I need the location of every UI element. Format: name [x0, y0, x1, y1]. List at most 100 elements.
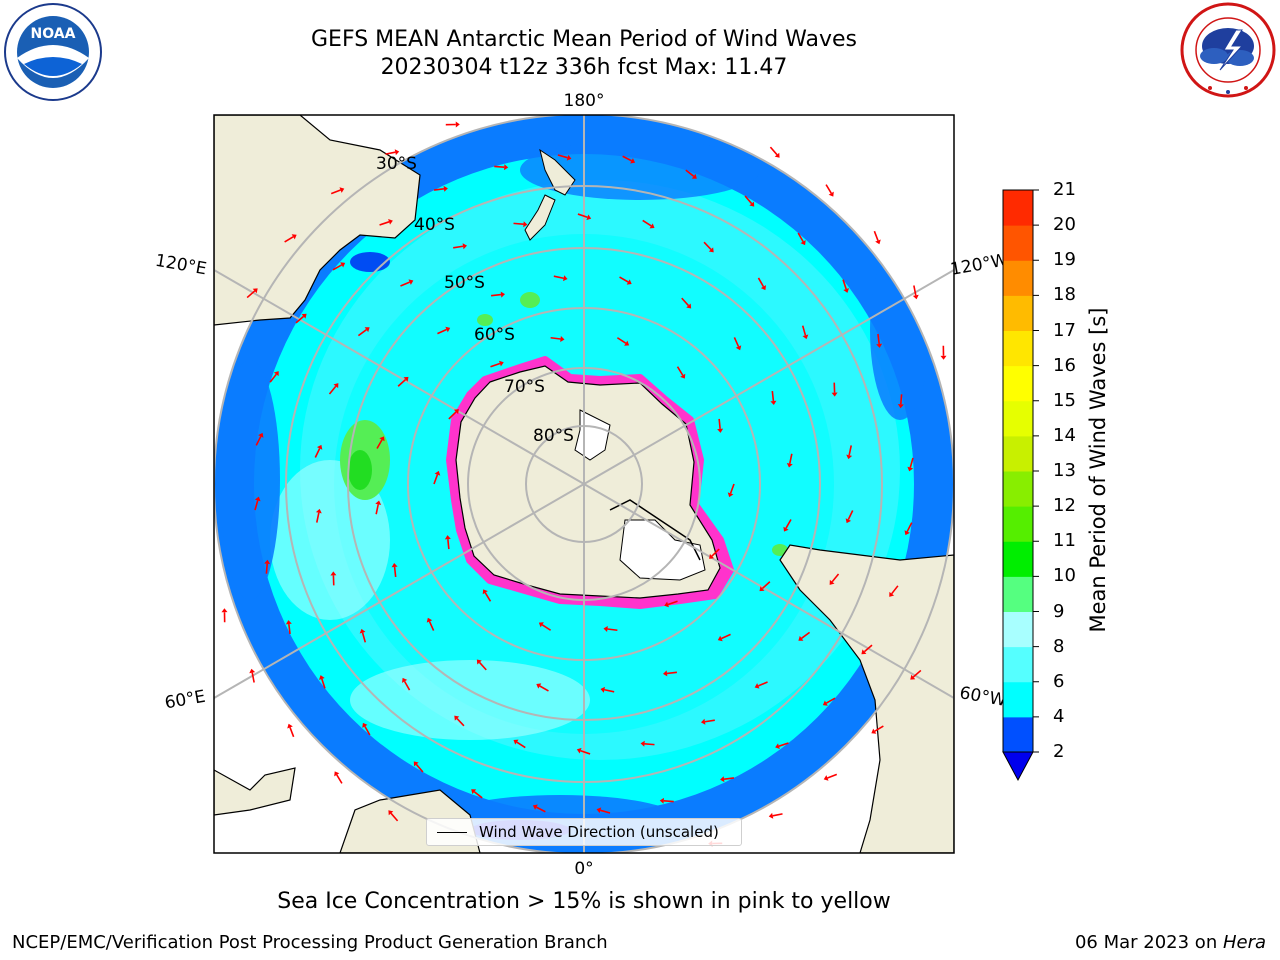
- wave-direction-arrow: [379, 221, 390, 226]
- colorbar-tick-label: 8: [1053, 635, 1065, 657]
- wave-direction-arrow: [607, 628, 618, 632]
- antarctica: [446, 356, 734, 609]
- wave-direction-arrow: [336, 774, 343, 784]
- wave-direction-arrowhead: [403, 376, 409, 382]
- wave-direction-arrow: [877, 333, 880, 345]
- wave-direction-arrowhead: [823, 775, 829, 781]
- wave-direction-arrow: [831, 573, 840, 583]
- colorbar-under-extension: [1002, 751, 1034, 782]
- wave-direction-arrowhead: [861, 649, 867, 655]
- wave-direction-arrowhead: [717, 428, 724, 433]
- wave-direction-arrow: [295, 315, 305, 324]
- wave-direction-arrow: [642, 219, 652, 227]
- wave-direction-arrowhead: [802, 334, 809, 340]
- wave-direction-arrow: [863, 644, 873, 653]
- wave-direction-arrowhead: [940, 355, 947, 360]
- lon-label-120e: 120°E: [154, 251, 208, 280]
- wave-direction-arrowhead: [434, 470, 441, 476]
- wave-direction-arrowhead: [340, 262, 346, 268]
- wave-direction-arrow: [848, 445, 853, 456]
- wave-direction-arrow: [447, 539, 450, 550]
- wave-direction-arrowhead: [471, 789, 477, 795]
- wave-direction-arrowhead: [391, 562, 398, 568]
- wave-direction-arrowhead: [333, 383, 339, 389]
- wave-direction-arrowhead: [662, 670, 668, 677]
- wave-direction-arrow: [825, 184, 832, 194]
- wave-direction-arrow: [744, 195, 753, 205]
- wave-direction-arrowhead: [513, 739, 519, 745]
- wave-direction-arrow: [385, 151, 396, 155]
- wave-direction-arrowhead: [871, 728, 877, 734]
- footer-date: 06 Mar 2023 on Hera: [1075, 932, 1266, 953]
- colorbar-tick-label: 17: [1053, 319, 1076, 341]
- colorbar-tick-label: 21: [1053, 179, 1076, 200]
- lon-label-180: 180°: [564, 91, 605, 111]
- wave-direction-arrow: [433, 188, 445, 191]
- wave-direction-arrow: [723, 777, 735, 780]
- wave-direction-arrow: [616, 337, 627, 344]
- wave-direction-arrow: [721, 633, 731, 640]
- wave-direction-arrowhead: [800, 240, 806, 246]
- wave-direction-arrowhead: [709, 553, 715, 559]
- wave-direction-arrowhead: [845, 518, 852, 524]
- colorbar-tick-label: 16: [1053, 354, 1076, 376]
- wave-direction-arrow: [269, 373, 277, 383]
- wave-direction-arrow: [315, 512, 320, 523]
- wave-direction-arrowhead: [630, 158, 636, 164]
- wave-direction-arrowhead: [831, 392, 838, 397]
- wave-direction-arrow: [619, 276, 629, 283]
- colorbar: [1002, 189, 1039, 782]
- wave-direction-arrow: [667, 600, 678, 606]
- wave-direction-arrow: [539, 685, 549, 692]
- wave-direction-arrow: [733, 337, 740, 347]
- wave-direction-arrow: [375, 504, 380, 515]
- wave-direction-arrow: [541, 624, 552, 631]
- wave-direction-arrowhead: [532, 804, 538, 810]
- wave-direction-arrowhead: [388, 218, 393, 225]
- wave-direction-arrowhead: [586, 214, 592, 221]
- wave-direction-arrow: [255, 436, 262, 446]
- wave-direction-arrowhead: [680, 373, 686, 379]
- wave-direction-arrow: [473, 791, 483, 799]
- wave-direction-arrow: [681, 297, 690, 307]
- wave-direction-arrowhead: [749, 201, 755, 207]
- wave-direction-arrowhead: [249, 668, 256, 674]
- wave-direction-arrow: [761, 581, 771, 590]
- wave-direction-arrow: [403, 680, 411, 691]
- lat-label-70s: 70°S: [504, 377, 545, 397]
- wave-direction-arrowhead: [394, 149, 400, 156]
- wave-direction-arrow: [484, 592, 492, 602]
- wave-direction-arrowhead: [576, 747, 582, 754]
- wave-direction-arrow: [491, 293, 502, 297]
- wave-direction-arrowhead: [264, 559, 271, 564]
- lat-label-30s: 30°S: [376, 154, 417, 174]
- wave-direction-arrow: [663, 800, 674, 803]
- graticule: [214, 115, 954, 853]
- wave-direction-arrowhead: [798, 635, 804, 641]
- wave-direction-arrowhead: [301, 313, 307, 319]
- wave-direction-arrow: [330, 189, 341, 195]
- wave-direction-arrowhead: [318, 675, 325, 680]
- wave-direction-arrowhead: [426, 617, 433, 623]
- wave-direction-arrowhead: [717, 635, 723, 642]
- wave-direction-arrowhead: [254, 496, 261, 502]
- wave-direction-arrow: [711, 548, 720, 557]
- colorbar-tick-label: 12: [1053, 495, 1076, 517]
- wave-direction-arrowhead: [910, 674, 916, 680]
- wave-direction-arrow: [842, 279, 847, 290]
- lat-label-50s: 50°S: [444, 273, 485, 293]
- wave-direction-arrowhead: [362, 722, 368, 728]
- wave-direction-arrowhead: [536, 683, 542, 689]
- colorbar-tick-label: 20: [1053, 214, 1076, 236]
- wave-direction-arrowhead: [339, 187, 345, 193]
- colorbar-segment: [1003, 225, 1033, 261]
- wave-direction-arrowhead: [786, 463, 793, 468]
- colorbar-tick-label: 18: [1053, 284, 1076, 306]
- wave-direction-arrow: [453, 245, 464, 249]
- colorbar-segment: [1003, 506, 1033, 542]
- wave-direction-arrowhead: [379, 436, 385, 442]
- wave-direction-arrow: [704, 719, 715, 723]
- wave-direction-arrowhead: [538, 622, 544, 628]
- wave-direction-arrowhead: [359, 628, 366, 634]
